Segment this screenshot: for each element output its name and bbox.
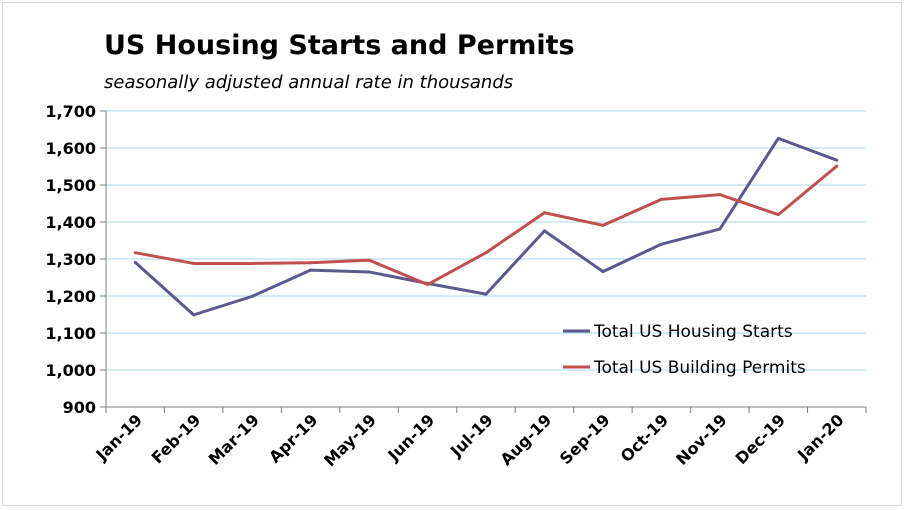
y-tick-label: 1,300 (45, 250, 96, 269)
data-point (250, 261, 254, 265)
x-tick-label: May-19 (320, 410, 380, 470)
x-tick-label: Jun-19 (383, 410, 438, 465)
data-point (367, 270, 371, 274)
data-point (133, 260, 137, 264)
y-tick-label: 1,600 (45, 139, 96, 158)
data-point (192, 261, 196, 265)
data-point (484, 251, 488, 255)
data-point (718, 193, 722, 197)
data-point (309, 268, 313, 272)
y-tick-label: 1,200 (45, 287, 96, 306)
gridlines (106, 110, 866, 371)
data-point (250, 294, 254, 298)
y-tick-label: 900 (63, 398, 96, 417)
x-tick-label: Feb-19 (148, 410, 205, 467)
data-point (659, 197, 663, 201)
x-tick-label: Aug-19 (497, 410, 556, 469)
data-point (776, 136, 780, 140)
data-point (542, 211, 546, 215)
data-point (367, 258, 371, 262)
x-tick-label: Mar-19 (205, 410, 263, 468)
data-point (776, 213, 780, 217)
x-tick-label: Jan-20 (793, 410, 847, 464)
y-tick-label: 1,700 (45, 102, 96, 121)
legend-label: Total US Building Permits (593, 358, 806, 378)
y-tick-label: 1,400 (45, 213, 96, 232)
x-tick-label: Nov-19 (672, 410, 730, 468)
data-point (192, 313, 196, 317)
data-point (601, 223, 605, 227)
y-tick-label: 1,100 (45, 324, 96, 343)
x-tick-label: Jul-19 (446, 410, 497, 461)
data-point (426, 283, 430, 287)
axes (100, 110, 867, 413)
legend-label: Total US Housing Starts (593, 322, 793, 342)
data-point (484, 292, 488, 296)
data-point (835, 158, 839, 162)
chart-subtitle: seasonally adjusted annual rate in thous… (104, 72, 514, 93)
data-point (601, 270, 605, 274)
x-tick-label: Sep-19 (556, 410, 614, 468)
series-line (134, 164, 838, 287)
legend: Total US Housing Starts Total US Building… (563, 322, 806, 378)
data-point (659, 242, 663, 246)
x-tick-label: Dec-19 (731, 410, 789, 468)
data-point (835, 164, 839, 168)
y-tick-label: 1,000 (45, 361, 96, 380)
data-point (542, 229, 546, 233)
data-point (718, 227, 722, 231)
data-point (133, 251, 137, 255)
x-tick-label: Jan-19 (92, 410, 146, 464)
series-line (134, 136, 838, 317)
x-tick-label: Apr-19 (265, 410, 321, 466)
data-point (309, 261, 313, 265)
x-tick-label: Oct-19 (617, 410, 673, 466)
chart-title: US Housing Starts and Permits (104, 30, 575, 61)
y-tick-label: 1,500 (45, 176, 96, 195)
y-tick-labels: 900 1,000 1,100 1,200 1,300 1,400 1,500 1,600 1,… (45, 102, 96, 417)
series-lines (133, 136, 839, 317)
